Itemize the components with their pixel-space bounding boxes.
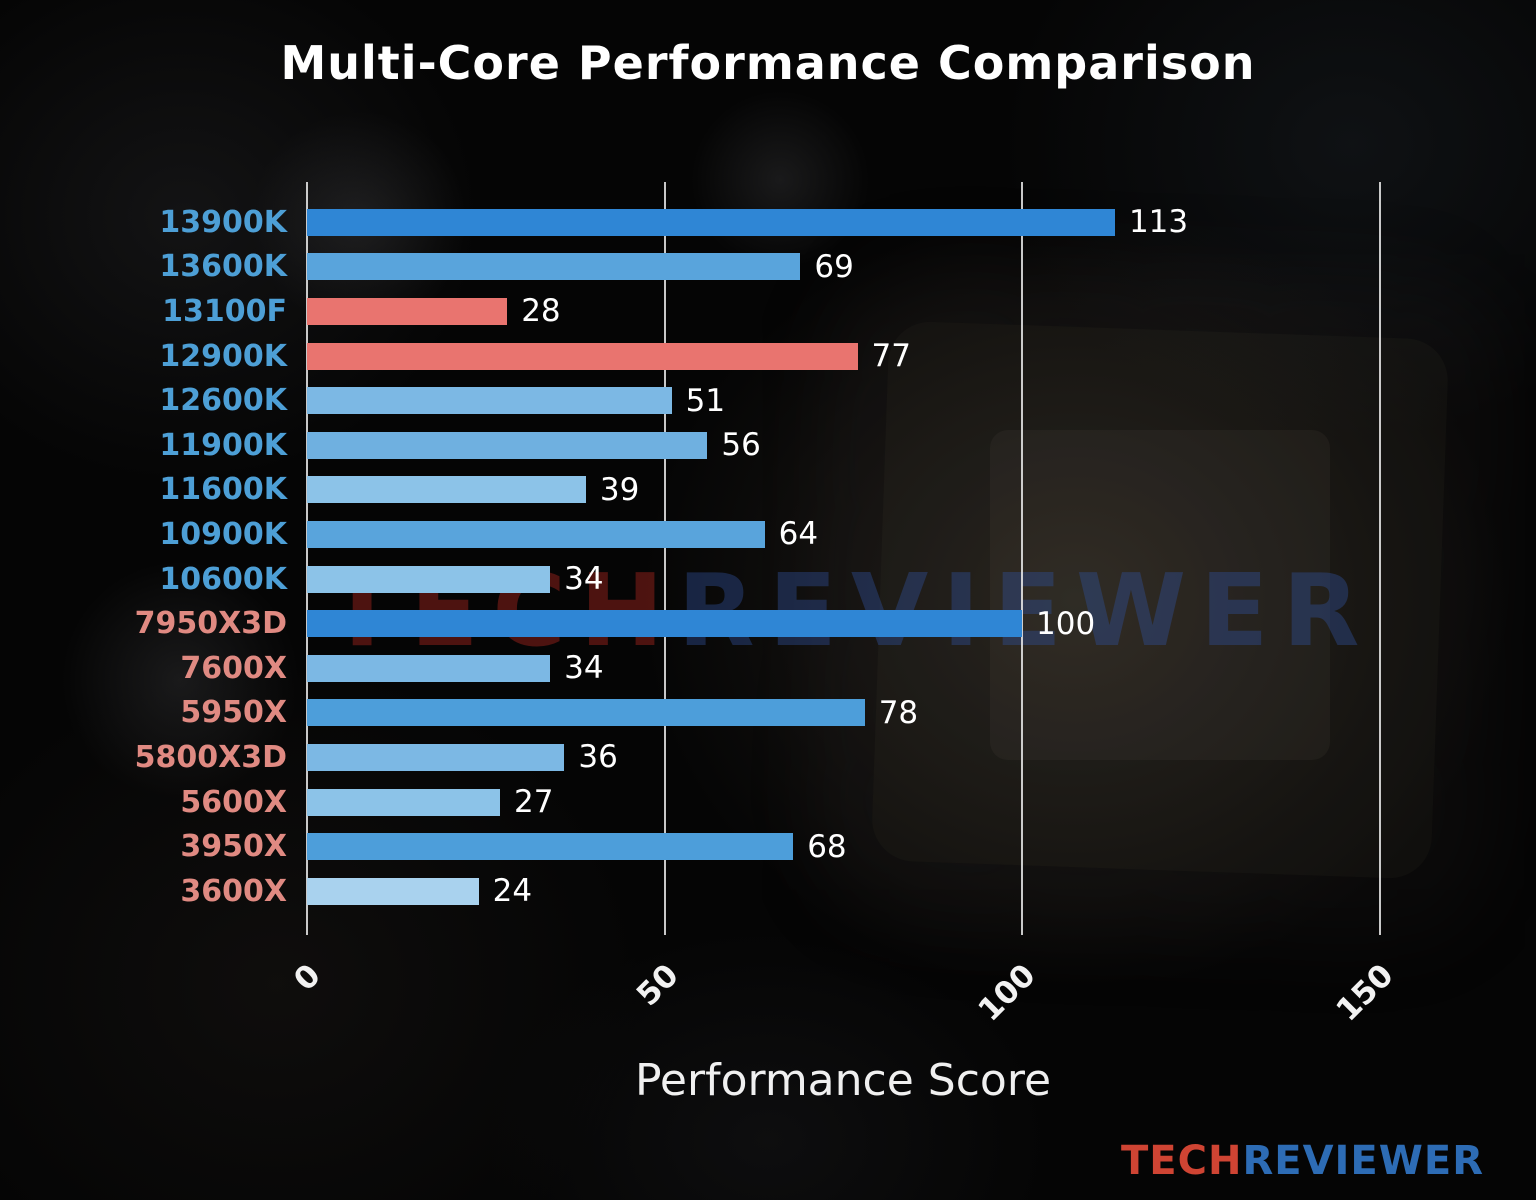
gridline xyxy=(306,182,308,935)
category-label: 3950X xyxy=(180,829,287,865)
chart-row: 3600X 24 xyxy=(0,869,1536,914)
category-label: 12600K xyxy=(159,383,287,419)
chart-row: 13900K 113 xyxy=(0,200,1536,245)
bar xyxy=(307,297,508,325)
category-label: 5800X3D xyxy=(134,739,287,775)
category-label: 13900K xyxy=(159,204,287,240)
category-label: 11600K xyxy=(159,472,287,508)
bar xyxy=(307,833,794,861)
chart-row: 3950X 68 xyxy=(0,824,1536,869)
bar xyxy=(307,342,858,370)
background-circle xyxy=(690,90,870,270)
chart-row: 5600X 27 xyxy=(0,780,1536,825)
bar xyxy=(307,610,1022,638)
bar xyxy=(307,699,865,727)
category-label: 13100F xyxy=(162,293,287,329)
bar xyxy=(307,654,551,682)
category-label: 11900K xyxy=(159,427,287,463)
value-label: 34 xyxy=(564,650,604,687)
bar xyxy=(307,253,801,281)
bar xyxy=(307,788,501,816)
chart-row: 7600X 34 xyxy=(0,646,1536,691)
background-circle xyxy=(60,560,300,800)
background-cpu-inner-shape xyxy=(990,430,1330,760)
category-label: 7950X3D xyxy=(134,606,287,642)
value-label: 100 xyxy=(1036,605,1096,642)
gridline xyxy=(1378,182,1381,935)
bar-rows: 13900K 113 13600K 69 13100F 28 12900K 77 12600K 5… xyxy=(0,200,1536,914)
bar xyxy=(307,476,586,504)
value-label: 113 xyxy=(1128,204,1189,241)
site-logo-reviewer: REVIEWER xyxy=(1242,1138,1484,1184)
gridline xyxy=(1021,182,1023,935)
chart-row: 10600K 34 xyxy=(0,557,1536,602)
category-label: 12900K xyxy=(159,338,287,374)
value-label: 39 xyxy=(599,471,640,508)
value-label: 56 xyxy=(721,427,761,464)
value-label: 78 xyxy=(878,694,919,731)
chart-row: 7950X3D 100 xyxy=(0,601,1536,646)
site-logo: TECHREVIEWER xyxy=(1121,1138,1484,1184)
chart-row: 13100F 28 xyxy=(0,289,1536,334)
bar xyxy=(307,520,765,548)
category-label: 3600X xyxy=(180,873,287,909)
category-label: 10900K xyxy=(159,516,287,552)
chart-row: 12600K 51 xyxy=(0,378,1536,423)
chart-row: 10900K 64 xyxy=(0,512,1536,557)
value-label: 28 xyxy=(521,293,561,330)
chart-row: 11600K 39 xyxy=(0,468,1536,513)
category-label: 5600X xyxy=(180,784,287,820)
chart-row: 5950X 78 xyxy=(0,691,1536,736)
bar xyxy=(307,387,672,415)
x-axis-label: Performance Score xyxy=(634,1055,1052,1106)
value-label: 69 xyxy=(814,248,854,285)
value-label: 51 xyxy=(685,382,726,419)
chart-row: 5800X3D 36 xyxy=(0,735,1536,780)
category-label: 5950X xyxy=(180,695,287,731)
site-logo-tech: TECH xyxy=(1121,1138,1243,1184)
value-label: 64 xyxy=(778,516,819,553)
bar xyxy=(307,565,551,593)
chart-row: 13600K 69 xyxy=(0,245,1536,290)
bar xyxy=(307,877,479,905)
value-label: 34 xyxy=(564,561,604,598)
value-label: 36 xyxy=(578,739,618,776)
category-label: 10600K xyxy=(159,561,287,597)
category-label: 7600X xyxy=(180,650,287,686)
value-label: 77 xyxy=(871,338,911,375)
chart-title: Multi-Core Performance Comparison xyxy=(280,36,1256,90)
bar xyxy=(307,743,565,771)
category-label: 13600K xyxy=(159,249,287,285)
value-label: 27 xyxy=(514,784,554,821)
gridline xyxy=(663,182,666,935)
value-label: 24 xyxy=(492,873,533,910)
value-label: 68 xyxy=(807,828,847,865)
chart-row: 12900K 77 xyxy=(0,334,1536,379)
chart-row: 11900K 56 xyxy=(0,423,1536,468)
bar xyxy=(307,208,1115,236)
bar xyxy=(307,431,708,459)
